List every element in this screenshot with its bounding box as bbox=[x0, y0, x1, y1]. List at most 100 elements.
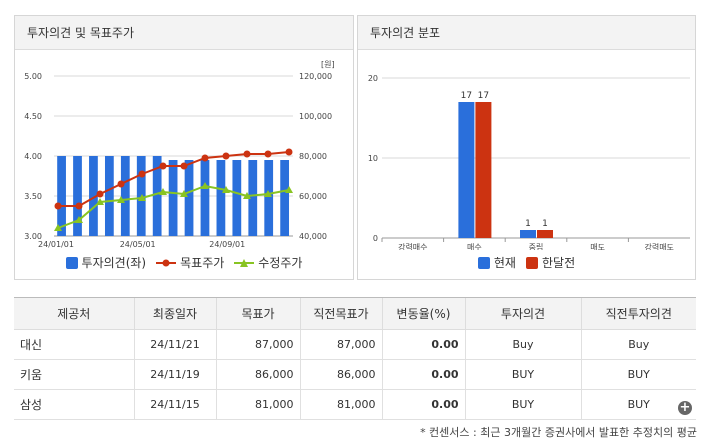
opinion-target-price-chart: 3.00 3.50 4.00 4.50 5.00 40,000 60,000 80,000 10… bbox=[24, 60, 335, 249]
y-axis-tick-label: 10 bbox=[368, 154, 378, 163]
legend-item-target-price[interactable]: 목표주가 bbox=[156, 254, 224, 271]
legend-swatch-current bbox=[477, 256, 490, 269]
adjusted-price-point bbox=[264, 190, 272, 197]
right-axis-tick-label: 60,000 bbox=[299, 192, 327, 201]
cell-opinion: Buy bbox=[464, 329, 581, 360]
adjusted-price-point bbox=[285, 186, 293, 193]
target-price-point bbox=[54, 202, 62, 210]
legend-label-current: 현재 bbox=[493, 256, 516, 270]
target-price-point bbox=[222, 152, 230, 160]
opinion-bar bbox=[264, 160, 274, 236]
distribution-bar bbox=[458, 102, 475, 238]
target-price-point bbox=[159, 162, 167, 170]
opinion-bar bbox=[89, 156, 98, 236]
cell-provider: 삼성 bbox=[14, 389, 134, 420]
broker-opinion-table: 제공처 최종일자 목표가 직전목표가 변동율(%) 투자의견 직전투자의견 대신… bbox=[14, 297, 696, 420]
target-price-point bbox=[264, 150, 272, 158]
bar-data-label: 17 bbox=[461, 91, 472, 101]
legend-swatch-opinion bbox=[65, 256, 78, 269]
x-axis-tick-label: 24/05/01 bbox=[120, 240, 156, 249]
bar-data-label: 17 bbox=[478, 91, 489, 101]
bar-data-label: 1 bbox=[542, 219, 548, 229]
cell-change: 0.00 bbox=[381, 389, 465, 420]
adjusted-price-point bbox=[201, 182, 209, 189]
cell-prev-opinion: BUY bbox=[580, 359, 696, 390]
left-axis-tick-label: 3.00 bbox=[24, 232, 42, 241]
opinion-bar bbox=[200, 160, 210, 236]
adjusted-price-point bbox=[96, 198, 104, 205]
table-row: 대신 24/11/21 87,000 87,000 0.00 Buy Buy bbox=[14, 329, 696, 360]
target-price-point bbox=[201, 154, 209, 162]
cell-provider: 키움 bbox=[14, 359, 134, 390]
bar-data-label: 1 bbox=[525, 219, 531, 229]
target-price-point bbox=[96, 190, 104, 198]
cell-provider: 대신 bbox=[14, 329, 134, 360]
right-chart-legend: 현재 한달전 bbox=[358, 254, 695, 271]
opinion-bar bbox=[152, 156, 162, 236]
opinion-bar bbox=[280, 160, 290, 236]
col-header-date: 최종일자 bbox=[133, 297, 216, 330]
legend-item-month-ago[interactable]: 한달전 bbox=[525, 254, 575, 271]
category-label: 매도 bbox=[590, 243, 605, 250]
adjusted-price-point bbox=[117, 196, 125, 203]
legend-swatch-month-ago bbox=[525, 256, 538, 269]
adjusted-price-point bbox=[159, 188, 167, 195]
opinion-bar bbox=[232, 160, 242, 236]
legend-item-current[interactable]: 현재 bbox=[477, 254, 516, 271]
target-price-point bbox=[285, 148, 293, 156]
opinion-bar bbox=[57, 156, 66, 236]
cell-prev-opinion: Buy bbox=[580, 329, 696, 360]
adjusted-price-point bbox=[138, 194, 146, 201]
left-axis-tick-label: 4.50 bbox=[24, 112, 42, 121]
target-price-point bbox=[75, 202, 83, 210]
x-axis-tick-label: 24/01/01 bbox=[38, 240, 74, 249]
col-header-prev-opinion: 직전투자의견 bbox=[580, 297, 696, 330]
legend-item-opinion[interactable]: 투자의견(좌) bbox=[65, 254, 147, 271]
cell-target: 87,000 bbox=[215, 329, 300, 360]
category-label: 강력매도 bbox=[644, 242, 673, 250]
distribution-bar bbox=[475, 102, 492, 238]
target-price-point bbox=[243, 150, 251, 158]
legend-marker-adjusted-price bbox=[234, 258, 255, 267]
right-axis-tick-label: 100,000 bbox=[299, 112, 332, 121]
target-price-point bbox=[117, 180, 125, 188]
adjusted-price-point bbox=[243, 192, 251, 199]
left-chart-legend: 투자의견(좌) 목표주가 수정주가 bbox=[15, 254, 353, 271]
right-axis-tick-label: 120,000 bbox=[299, 72, 332, 81]
opinion-bar bbox=[216, 160, 226, 236]
adjusted-price-point bbox=[222, 186, 230, 193]
cell-prev-target: 86,000 bbox=[299, 359, 382, 390]
cell-opinion: BUY bbox=[464, 389, 581, 420]
distribution-bar bbox=[520, 230, 536, 238]
opinion-bar bbox=[168, 160, 178, 236]
adjusted-price-point bbox=[180, 190, 188, 197]
right-axis-unit: [원] bbox=[321, 60, 335, 69]
opinion-bar bbox=[184, 160, 194, 236]
cell-date: 24/11/15 bbox=[133, 389, 216, 420]
opinion-bar bbox=[248, 160, 258, 236]
consensus-footnote: * 컨센서스 : 최근 3개월간 증권사에서 발표한 추정치의 평균 bbox=[420, 426, 697, 439]
y-axis-tick-label: 20 bbox=[368, 74, 378, 83]
opinion-bar bbox=[104, 156, 114, 236]
col-header-provider: 제공처 bbox=[14, 297, 134, 330]
opinion-bar bbox=[120, 156, 130, 236]
y-axis-tick-label: 0 bbox=[373, 234, 378, 243]
adjusted-price-point bbox=[75, 216, 83, 223]
opinion-distribution-panel: 투자의견 분포 0 10 20 강력매수 매수 17 17 중립 1 1 매도 강력매도 현재 한달전 bbox=[357, 15, 696, 280]
plus-circle-icon[interactable]: + bbox=[678, 400, 692, 415]
cell-prev-target: 81,000 bbox=[299, 389, 382, 420]
legend-marker-target-price bbox=[156, 259, 177, 266]
distribution-bar bbox=[537, 230, 553, 238]
legend-label-target-price: 목표주가 bbox=[180, 256, 225, 270]
adjusted-price-point bbox=[54, 224, 62, 231]
target-price-point bbox=[180, 162, 188, 170]
col-header-opinion: 투자의견 bbox=[464, 297, 581, 330]
right-axis-tick-label: 40,000 bbox=[299, 232, 327, 241]
cell-target: 86,000 bbox=[215, 359, 300, 390]
opinion-distribution-chart: 0 10 20 강력매수 매수 17 17 중립 1 1 매도 강력매도 bbox=[368, 74, 690, 250]
table-header-row: 제공처 최종일자 목표가 직전목표가 변동율(%) 투자의견 직전투자의견 bbox=[14, 297, 696, 330]
cell-change: 0.00 bbox=[381, 359, 465, 390]
legend-label-opinion: 투자의견(좌) bbox=[81, 256, 147, 270]
x-axis-tick-label: 24/09/01 bbox=[209, 240, 245, 249]
legend-item-adjusted-price[interactable]: 수정주가 bbox=[234, 254, 302, 271]
